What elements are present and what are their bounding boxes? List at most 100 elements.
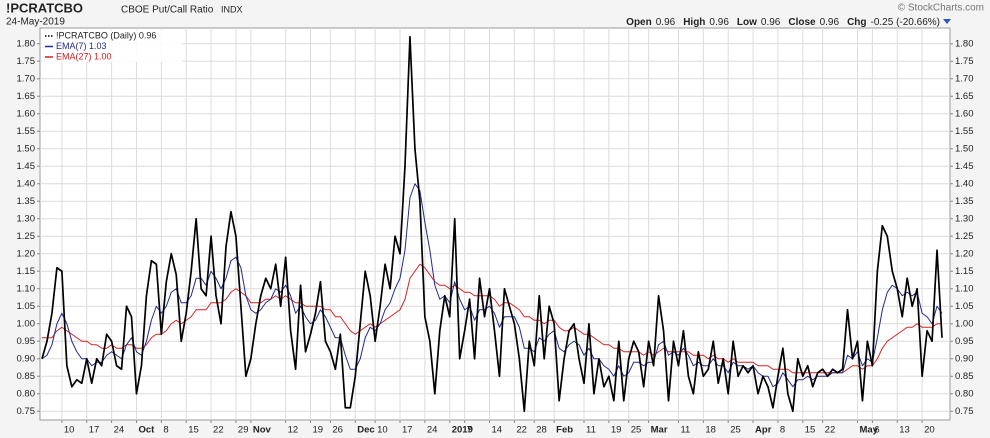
y-tick-label-right: 0.80 xyxy=(955,388,974,399)
quote-value: 0.96 xyxy=(656,17,676,28)
x-tick-label: 2019 xyxy=(452,425,473,436)
x-tick-label: 10 xyxy=(377,425,388,436)
x-tick-label: 22 xyxy=(825,425,836,436)
x-tick-label: Dec xyxy=(357,425,374,436)
y-tick-label: 0.90 xyxy=(17,353,36,364)
y-tick-label-right: 1.35 xyxy=(955,196,974,207)
x-tick-label: 25 xyxy=(730,425,741,436)
y-tick-label-right: 1.05 xyxy=(955,301,974,312)
quote-label: Low xyxy=(737,17,757,28)
x-tick-label: 12 xyxy=(288,425,299,436)
x-tick-label: 11 xyxy=(586,425,596,436)
quote-label: Close xyxy=(788,17,816,28)
y-tick-label-right: 1.50 xyxy=(955,143,974,154)
y-tick-label: 0.95 xyxy=(17,336,36,347)
x-tick-label: 18 xyxy=(705,425,716,436)
x-tick-label: 17 xyxy=(89,425,100,436)
legend-label: EMA(27) 1.00 xyxy=(56,51,112,61)
series-line xyxy=(41,35,943,413)
y-tick-label-right: 1.60 xyxy=(955,108,974,119)
x-tick-label: 11 xyxy=(680,425,690,436)
y-tick-label-right: 1.30 xyxy=(955,213,974,224)
y-tick-label: 1.35 xyxy=(17,196,36,207)
quote-value: -0.25 (-20.66%) xyxy=(871,17,940,28)
quote-value: 0.96 xyxy=(761,17,781,28)
x-tick-label: 10 xyxy=(64,425,75,436)
y-tick-label: 1.50 xyxy=(17,143,36,154)
x-tick-label: Nov xyxy=(253,425,272,436)
y-tick-label-right: 0.85 xyxy=(955,371,974,382)
y-tick-label: 1.65 xyxy=(17,91,36,102)
y-tick-label-right: 1.40 xyxy=(955,178,974,189)
y-tick-label: 1.40 xyxy=(17,178,36,189)
y-tick-label-right: 1.75 xyxy=(955,56,974,67)
quote-label: Chg xyxy=(847,17,866,28)
x-tick-label: 15 xyxy=(188,425,199,436)
y-tick-label-right: 1.00 xyxy=(955,318,974,329)
x-tick-label: 24 xyxy=(114,425,125,436)
x-tick-label: 28 xyxy=(536,425,547,436)
symbol: !PCRATCBO xyxy=(6,0,83,15)
date: 24-May-2019 xyxy=(6,17,65,28)
dropdown-arrow[interactable] xyxy=(943,19,951,24)
x-tick-label: Apr xyxy=(755,425,772,436)
y-tick-label: 0.80 xyxy=(17,388,36,399)
y-tick-label-right: 1.65 xyxy=(955,91,974,102)
x-tick-label: 17 xyxy=(402,425,413,436)
x-tick-label: 29 xyxy=(238,425,249,436)
quote-label: Open xyxy=(626,17,652,28)
y-tick-label: 1.70 xyxy=(17,73,36,84)
x-tick-label: Oct xyxy=(138,425,155,436)
x-tick-label: 22 xyxy=(516,425,527,436)
x-tick-label: 24 xyxy=(427,425,438,436)
exchange: INDX xyxy=(221,4,243,14)
y-tick-label-right: 0.95 xyxy=(955,336,974,347)
y-tick-label-right: 0.75 xyxy=(955,406,974,417)
y-tick-label-right: 1.55 xyxy=(955,126,974,137)
quote-value: 0.96 xyxy=(709,17,729,28)
quote-bar: Open 0.96 High 0.96 Low 0.96 Close 0.96 Chg -0.25… xyxy=(626,17,940,28)
y-tick-label-right: 1.45 xyxy=(955,161,974,172)
y-tick-label: 0.85 xyxy=(17,371,36,382)
y-tick-label: 1.60 xyxy=(17,108,36,119)
x-tick-label: 7 xyxy=(467,425,472,436)
quote-label: High xyxy=(683,17,705,28)
x-tick-label: 20 xyxy=(924,425,935,436)
y-tick-label: 1.45 xyxy=(17,161,36,172)
y-tick-label-right: 1.80 xyxy=(955,38,974,49)
y-tick-label: 0.75 xyxy=(17,406,36,417)
y-tick-label-right: 1.10 xyxy=(955,283,974,294)
y-tick-label: 1.75 xyxy=(17,56,36,67)
credit: © StockCharts.com xyxy=(898,3,984,14)
y-tick-label-right: 1.70 xyxy=(955,73,974,84)
y-tick-label-right: 1.20 xyxy=(955,248,974,259)
legend-label: EMA(7) 1.03 xyxy=(56,41,107,51)
legend-box xyxy=(42,30,182,62)
security-name: CBOE Put/Call Ratio xyxy=(121,5,214,16)
x-tick-label: 15 xyxy=(805,425,816,436)
y-tick-label: 1.20 xyxy=(17,248,36,259)
x-tick-label: 19 xyxy=(313,425,324,436)
x-tick-label: 8 xyxy=(163,425,168,436)
y-tick-label: 1.25 xyxy=(17,231,36,242)
legend-label: !PCRATCBO (Daily) 0.96 xyxy=(56,30,156,40)
x-tick-label: 25 xyxy=(631,425,642,436)
series-line xyxy=(42,263,942,374)
y-tick-label: 1.80 xyxy=(17,38,36,49)
y-tick-label: 1.55 xyxy=(17,126,36,137)
y-tick-label: 1.00 xyxy=(17,318,36,329)
plot-area xyxy=(39,27,951,421)
x-tick-label: May xyxy=(859,425,878,436)
y-tick-label: 1.30 xyxy=(17,213,36,224)
x-tick-label: Feb xyxy=(556,425,573,436)
x-tick-label: 13 xyxy=(899,425,910,436)
quote-value: 0.96 xyxy=(820,17,840,28)
x-tick-label: 8 xyxy=(780,425,785,436)
x-tick-label: 22 xyxy=(213,425,224,436)
x-tick-label: Mar xyxy=(651,425,668,436)
y-tick-label: 1.10 xyxy=(17,283,36,294)
x-tick-label: 19 xyxy=(611,425,622,436)
x-tick-label: 14 xyxy=(492,425,503,436)
x-tick-label: 26 xyxy=(332,425,343,436)
